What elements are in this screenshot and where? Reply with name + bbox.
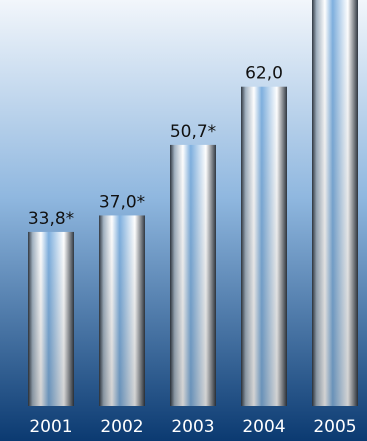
bar-shade-2002 — [99, 215, 145, 406]
x-tick-label-2003: 2003 — [171, 417, 214, 437]
ticks-layer: 2001 2002 2003 2004 2005 — [29, 417, 356, 437]
value-label-2001: 33,8* — [28, 209, 74, 229]
value-label-2002: 37,0* — [99, 192, 145, 212]
value-label-2003: 50,7* — [170, 122, 216, 142]
bar-shade-2004 — [241, 86, 287, 406]
bar-shade-2003 — [170, 144, 216, 406]
x-tick-label-2004: 2004 — [242, 417, 285, 437]
bars-layer — [28, 0, 358, 407]
x-tick-label-2005: 2005 — [313, 417, 356, 437]
x-tick-label-2002: 2002 — [100, 417, 143, 437]
bar-shade-2001 — [28, 231, 74, 406]
bar-shade-2005 — [312, 0, 358, 407]
value-label-2004: 62,0 — [245, 64, 283, 84]
value-labels-layer: 33,8*37,0*50,7*62,079,4 — [28, 64, 283, 229]
x-tick-label-2001: 2001 — [29, 417, 72, 437]
